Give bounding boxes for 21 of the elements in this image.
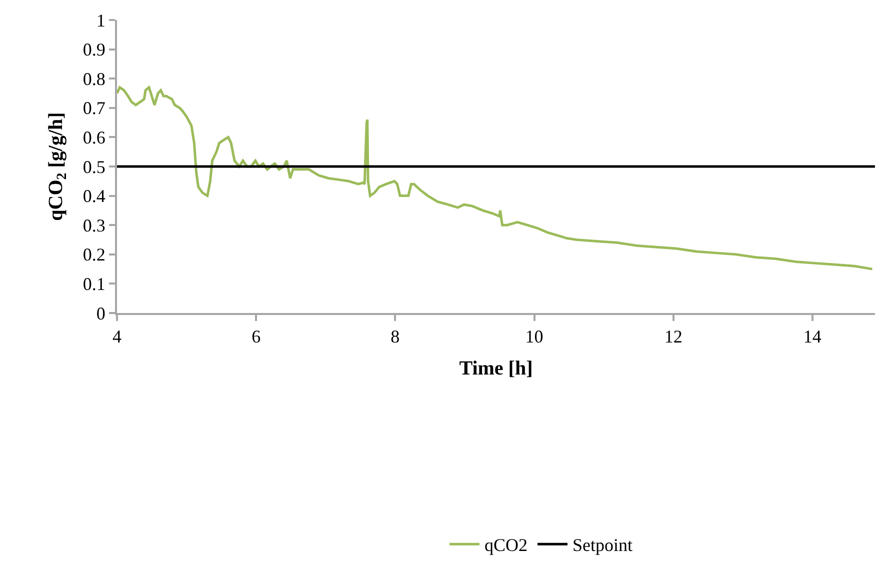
x-tick-label: 4 <box>112 326 122 347</box>
y-tick-label: 0 <box>96 303 106 324</box>
x-tick-label: 10 <box>525 326 544 347</box>
y-tick-label: 0.6 <box>82 128 106 148</box>
legend-label: qCO2 <box>484 535 528 556</box>
legend-label: Setpoint <box>572 535 633 556</box>
y-tick-label: 0.7 <box>82 98 106 118</box>
y-tick-label: 0.1 <box>82 274 106 294</box>
y-tick-label: 0.5 <box>82 156 106 177</box>
line-series <box>117 86 874 270</box>
y-tick-label: 0.2 <box>82 244 106 265</box>
x-tick-label: 8 <box>390 326 400 347</box>
y-tick-label: 0.4 <box>82 186 106 206</box>
y-tick-label: 0.9 <box>82 40 106 60</box>
x-axis-title: Time [h] <box>459 358 533 380</box>
y-tick-label: 0.3 <box>82 215 106 236</box>
y-tick-label: 0.8 <box>82 68 106 89</box>
y-tick-label: 1 <box>96 10 106 30</box>
x-tick-label: 12 <box>664 326 682 347</box>
x-tick-label: 14 <box>803 326 822 347</box>
x-tick-label: 6 <box>252 326 261 347</box>
